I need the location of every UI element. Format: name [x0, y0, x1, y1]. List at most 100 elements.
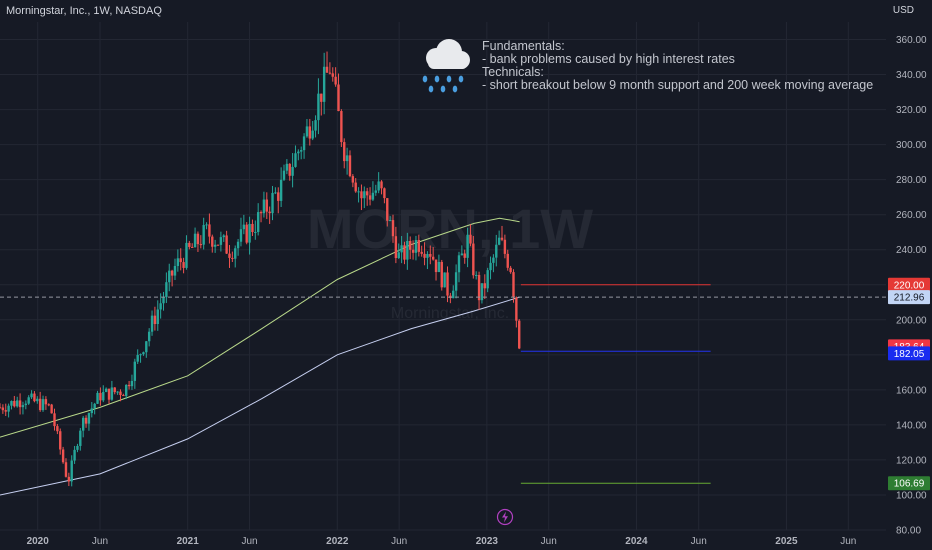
candle-body [234, 248, 237, 259]
candle-body [360, 191, 363, 199]
candle-body [317, 93, 320, 121]
candle-body [73, 449, 76, 461]
candle-body [440, 261, 443, 288]
candle-body [320, 93, 323, 102]
rain-cloud-icon [422, 39, 470, 93]
candle-body [288, 163, 291, 176]
candle-body [7, 405, 10, 412]
candle-body [486, 270, 489, 289]
candle-body [331, 73, 334, 77]
level-label-220-bg [888, 277, 930, 292]
candle-body [503, 239, 507, 254]
candle-body [363, 191, 366, 199]
grid [0, 22, 886, 531]
y-tick-label: 120.00 [896, 455, 927, 466]
x-tick-label: Jun [92, 536, 108, 547]
candle-body [423, 253, 426, 258]
candle-body [16, 400, 19, 407]
candle-body [294, 153, 297, 167]
x-tick-label: 2024 [625, 536, 648, 547]
candle-body [377, 181, 380, 191]
candle-body [429, 253, 432, 257]
candle-body [480, 283, 484, 301]
candle-body [271, 192, 274, 214]
x-axis[interactable]: 2020 Jun 2021 Jun 2022 Jun 2023 Jun 2024 Jun 2025 J… [27, 536, 857, 547]
candle-body [67, 476, 71, 482]
candle-body [79, 430, 82, 446]
candle-body [406, 240, 409, 260]
annotation-text[interactable]: Fundamentals: - bank problems caused by … [482, 40, 873, 92]
moving-average-line [0, 296, 520, 496]
candle-body [254, 231, 257, 233]
candle-body [84, 417, 88, 424]
candle-body [225, 235, 228, 254]
candle-body [44, 399, 48, 405]
horizontal-lines[interactable] [0, 284, 886, 484]
candle-body [36, 398, 39, 402]
candle-body [136, 354, 139, 362]
y-tick-label: 200.00 [896, 315, 927, 326]
candle-body [334, 76, 337, 85]
candle-body [325, 66, 329, 73]
y-tick-label: 320.00 [896, 105, 927, 116]
candle-body [176, 258, 180, 267]
currency-label[interactable]: USD [892, 5, 914, 16]
annotation-line: - short breakout below 9 month support a… [482, 78, 874, 92]
candle-body [96, 392, 99, 404]
candle-body [469, 234, 472, 244]
candle-body [400, 245, 403, 253]
candle-body [466, 234, 469, 258]
candle-body [357, 191, 360, 193]
candle-body [383, 188, 386, 199]
candle-body [345, 155, 349, 162]
candle-body [489, 262, 492, 271]
candle-body [213, 244, 217, 247]
x-tick-label: Jun [541, 536, 557, 547]
candle-body [328, 72, 332, 74]
candle-body [417, 239, 421, 252]
candle-body [113, 387, 116, 393]
watermark-subtitle: Morningstar, Inc. [391, 305, 509, 322]
candle-body [302, 136, 306, 151]
level-label-220: 220.00 [894, 280, 925, 291]
candle-body [297, 151, 300, 154]
candle-body [190, 246, 194, 248]
candle-body [518, 320, 521, 349]
level-label-106: 106.69 [894, 479, 925, 490]
candle-body [282, 170, 286, 180]
candle-body [311, 130, 314, 139]
lightning-icon[interactable] [496, 508, 514, 526]
candle-body [495, 244, 498, 258]
candle-body [228, 253, 231, 258]
level-label-182: 182.05 [894, 349, 925, 360]
candle-body [337, 84, 340, 112]
candle-body [388, 220, 392, 222]
candle-body [492, 257, 495, 263]
candle-body [277, 192, 280, 201]
candle-body [368, 195, 372, 200]
crosshair-label-bg [888, 290, 930, 305]
symbol-title[interactable]: Morningstar, Inc., 1W, NASDAQ [6, 5, 162, 17]
annotation-line: Fundamentals: [482, 39, 565, 53]
candle-body [452, 290, 455, 299]
candle-body [104, 388, 108, 392]
candle-body [239, 229, 243, 242]
x-tick-label: 2025 [775, 536, 798, 547]
candle-body [343, 142, 346, 162]
candle-body [116, 391, 119, 393]
candle-body [145, 341, 148, 353]
candle-body [322, 66, 326, 102]
candle-body [403, 245, 406, 260]
candle-body [33, 393, 36, 402]
candle-body [391, 220, 395, 237]
candle-body [414, 239, 418, 253]
candle-body [219, 237, 223, 245]
x-tick-label: Jun [242, 536, 258, 547]
candle-body [107, 388, 111, 400]
candle-body [457, 255, 461, 273]
candle-body [81, 417, 85, 431]
candle-body [231, 257, 234, 259]
level-label-182-bg [888, 346, 930, 361]
